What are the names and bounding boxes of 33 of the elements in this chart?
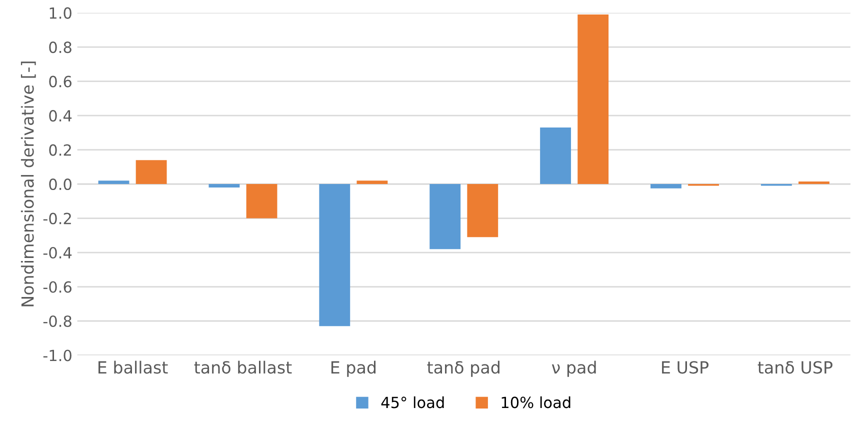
y-tick-label: -1.0 xyxy=(43,350,72,362)
y-tick-label: -0.8 xyxy=(43,315,72,328)
x-tick-label: tanδ pad xyxy=(427,360,500,377)
bar xyxy=(356,180,388,184)
x-tick-label: tanδ USP xyxy=(758,361,832,374)
bar xyxy=(430,184,461,250)
y-axis-title: Nondimensional derivative [-] xyxy=(20,62,36,306)
x-tick-label: ν pad xyxy=(552,360,596,377)
y-tick-label: -0.2 xyxy=(43,212,71,224)
y-tick-label: -0.6 xyxy=(43,281,72,293)
y-tick-label: 1.0 xyxy=(50,7,72,19)
x-tick-label: tanδ ballast xyxy=(194,360,292,374)
bar xyxy=(578,14,609,184)
bar xyxy=(98,180,130,184)
legend-label: 45° load xyxy=(381,396,444,408)
bar xyxy=(650,184,682,188)
y-tick-label: 0.4 xyxy=(49,110,72,122)
x-tick-label: E ballast xyxy=(98,360,168,374)
bar xyxy=(540,128,571,184)
y-tick-label: -0.4 xyxy=(43,246,72,259)
y-tick-label: 0.8 xyxy=(49,42,72,54)
legend-label: 10% load xyxy=(502,396,570,408)
x-tick-label: E USP xyxy=(662,361,709,374)
bar xyxy=(798,181,830,184)
bar xyxy=(319,184,350,326)
bar xyxy=(208,184,240,188)
y-tick-label: 0.2 xyxy=(49,144,71,156)
bar xyxy=(136,160,167,184)
bar xyxy=(467,184,498,238)
y-tick-label: 0.6 xyxy=(49,76,72,88)
x-tick-label: E pad xyxy=(331,360,376,377)
y-tick-label: 0.0 xyxy=(49,178,72,190)
bar xyxy=(246,184,278,218)
